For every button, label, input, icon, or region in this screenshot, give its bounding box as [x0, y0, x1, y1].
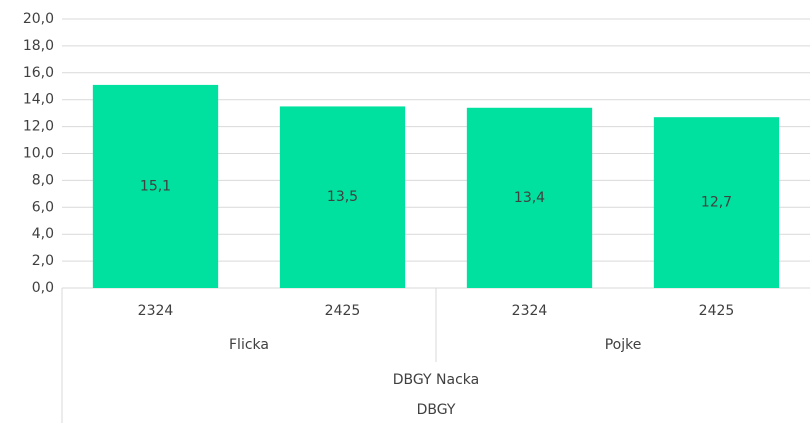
y-tick-label: 16,0	[23, 65, 54, 81]
y-tick-label: 12,0	[23, 119, 54, 135]
y-tick-label: 2,0	[32, 253, 54, 269]
data-label: 15,1	[140, 178, 171, 194]
category-group-label: DBGY Nacka	[393, 372, 479, 388]
data-label: 12,7	[701, 195, 732, 211]
y-tick-label: 6,0	[32, 199, 54, 215]
category-group-label: DBGY	[417, 402, 456, 418]
bar	[279, 106, 406, 288]
x-tick-label: 2324	[512, 303, 548, 319]
y-tick-label: 0,0	[32, 280, 54, 296]
bar	[466, 107, 593, 289]
category-group-label: Pojke	[605, 337, 642, 353]
y-tick-label: 14,0	[23, 92, 54, 108]
category-group-label: Flicka	[229, 337, 269, 353]
data-label: 13,4	[514, 190, 545, 206]
x-tick-label: 2425	[699, 303, 735, 319]
x-tick-label: 2324	[138, 303, 174, 319]
y-tick-label: 18,0	[23, 38, 54, 54]
y-tick-label: 8,0	[32, 172, 54, 188]
y-tick-label: 10,0	[23, 146, 54, 162]
bar	[92, 84, 219, 288]
data-label: 13,5	[327, 189, 358, 205]
bar	[653, 117, 780, 288]
y-tick-label: 4,0	[32, 226, 54, 242]
y-tick-label: 20,0	[23, 11, 54, 27]
x-tick-label: 2425	[325, 303, 361, 319]
